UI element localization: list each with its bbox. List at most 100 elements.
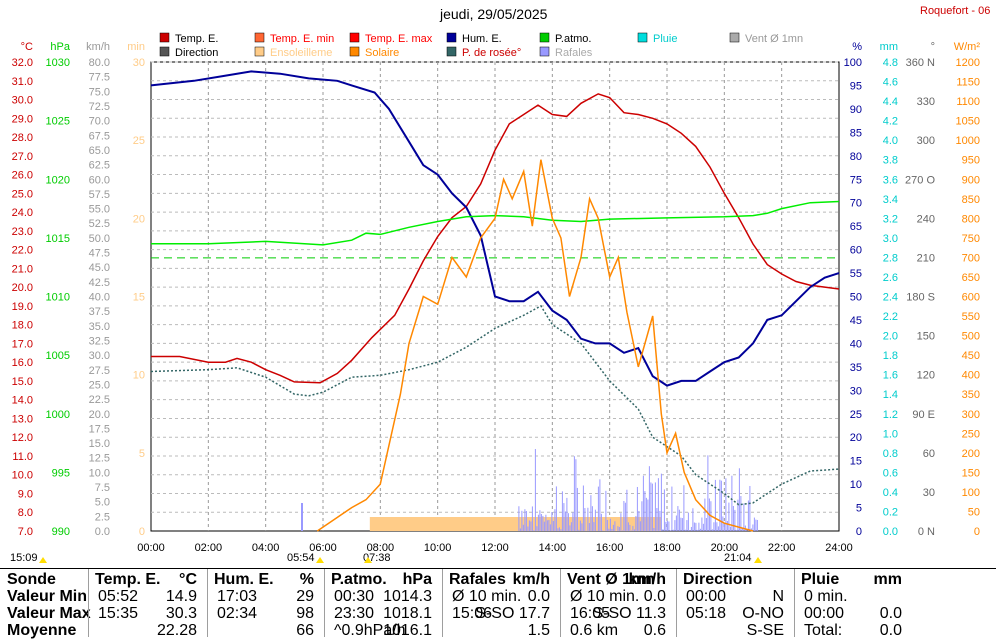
axis-tick-wind: 52.5 [89, 218, 110, 230]
axis-tick-rain: 0.0 [883, 526, 898, 538]
legend-label: P. de rosée° [462, 47, 521, 59]
axis-tick-temp: 25.0 [12, 188, 33, 200]
axis-tick-rain: 4.2 [883, 116, 898, 128]
table-cell-label: 05:18 [686, 605, 727, 622]
axis-tick-temp: 8.0 [18, 507, 33, 519]
axis-tick-solar: 300 [962, 409, 980, 421]
table-cell-label: 17:03 [217, 588, 258, 605]
table-cell-value: 29 [296, 588, 314, 605]
axis-tick-rain: 3.4 [883, 194, 898, 206]
axis-tick-pressure: 1010 [46, 292, 70, 304]
table-cell-value: 1016.1 [383, 622, 432, 639]
table-cell-value: 0.0 [643, 588, 666, 605]
axis-tick-temp: 18.0 [12, 320, 33, 332]
sunset-label: 21:04 [724, 552, 752, 564]
table-unit: hPa [402, 571, 432, 588]
axis-tick-temp: 20.0 [12, 282, 33, 294]
axis-unit-pressure: hPa [50, 41, 70, 53]
legend-label: Vent Ø 1mn [745, 33, 803, 45]
legend-label: Ensoleilleme [270, 47, 332, 59]
table-cell-value: S-SO 17.7 [475, 605, 550, 622]
axis-tick-temp: 17.0 [12, 338, 33, 350]
axis-tick-wind: 17.5 [89, 423, 110, 435]
table-cell-label: 0.6 km [570, 622, 619, 639]
axis-tick-minutes: 15 [133, 292, 145, 304]
axis-tick-solar: 50 [968, 506, 980, 518]
axis-tick-humidity: 95 [850, 80, 862, 92]
axis-tick-rain: 1.8 [883, 350, 898, 362]
axis-unit-minutes: min [127, 41, 145, 53]
table-cell-value: S-SO 11.3 [592, 605, 666, 622]
axis-tick-pressure: 1030 [46, 57, 70, 69]
table-cell-label: Total: [804, 622, 843, 639]
axis-tick-temp: 12.0 [12, 432, 33, 444]
axis-tick-temp: 22.0 [12, 245, 33, 257]
x-tick-label: 18:00 [653, 542, 681, 554]
table-header: Sonde [7, 571, 56, 588]
table-unit: % [299, 571, 314, 588]
axis-tick-wind: 0.0 [95, 526, 110, 538]
table-separator [207, 568, 208, 637]
x-tick-label: 14:00 [539, 542, 567, 554]
axis-tick-wind: 55.0 [89, 204, 110, 216]
axis-tick-humidity: 50 [850, 292, 862, 304]
axis-tick-rain: 1.0 [883, 428, 898, 440]
table-cell-label: 23:30 [334, 605, 375, 622]
axis-tick-humidity: 30 [850, 385, 862, 397]
axis-tick-wind: 30.0 [89, 350, 110, 362]
legend-label: Direction [175, 47, 218, 59]
table-header: Pluie [801, 571, 840, 588]
axis-tick-rain: 4.4 [883, 96, 898, 108]
table-header: Direction [683, 571, 753, 588]
axis-tick-humidity: 85 [850, 127, 862, 139]
axis-tick-temp: 31.0 [12, 76, 33, 88]
axis-tick-rain: 4.8 [883, 57, 898, 69]
axis-tick-humidity: 25 [850, 409, 862, 421]
chart-title: jeudi, 29/05/2025 [440, 6, 548, 22]
axis-tick-temp: 14.0 [12, 395, 33, 407]
table-cell-value: 98 [296, 605, 314, 622]
axis-unit-humidity: % [852, 41, 862, 53]
axis-tick-wind: 5.0 [95, 497, 110, 509]
x-tick-label: 06:00 [309, 542, 337, 554]
axis-tick-rain: 2.0 [883, 331, 898, 343]
table-separator [442, 568, 443, 637]
axis-tick-wind: 47.5 [89, 248, 110, 260]
legend-label: Temp. E. min [270, 33, 334, 45]
axis-tick-minutes: 20 [133, 213, 145, 225]
axis-tick-temp: 16.0 [12, 357, 33, 369]
table-cell-label: 15:06 [452, 605, 493, 622]
table-separator [324, 568, 325, 637]
legend-swatch [446, 46, 457, 57]
axis-tick-direction: 330 [917, 96, 935, 108]
table-cell-label: 15:35 [98, 605, 139, 622]
axis-tick-wind: 70.0 [89, 116, 110, 128]
station-name: Roquefort - 06 [920, 5, 991, 17]
axis-tick-wind: 32.5 [89, 335, 110, 347]
summary-table: Sonde Valeur Min Valeur Max Moyenne Temp. E.… [0, 568, 996, 639]
axis-unit-solar: W/m² [954, 41, 981, 53]
table-separator [560, 568, 561, 637]
axis-tick-wind: 22.5 [89, 394, 110, 406]
axis-tick-solar: 500 [962, 331, 980, 343]
axis-tick-solar: 0 [974, 526, 980, 538]
legend-swatch [159, 32, 170, 43]
series-line-patmo [151, 200, 840, 246]
axis-tick-rain: 4.6 [883, 77, 898, 89]
table-top-border [0, 568, 996, 569]
axis-tick-rain: 2.8 [883, 252, 898, 264]
x-tick-label: 00:00 [137, 542, 165, 554]
x-tick-label: 24:00 [825, 542, 853, 554]
axis-tick-solar: 1200 [956, 57, 980, 69]
axis-tick-direction: 90 E [912, 409, 935, 421]
axis-tick-solar: 100 [962, 487, 980, 499]
series-line-solaire [316, 159, 754, 532]
table-cell-label: 00:00 [686, 588, 727, 605]
x-tick-label: 02:00 [195, 542, 223, 554]
axis-tick-direction: 120 [917, 370, 935, 382]
axis-tick-solar: 1150 [956, 77, 980, 89]
legend-label: Temp. E. [175, 33, 218, 45]
time-label-left: 15:09 [10, 552, 38, 564]
x-tick-label: 04:00 [252, 542, 280, 554]
series-line-tempe [151, 93, 840, 384]
